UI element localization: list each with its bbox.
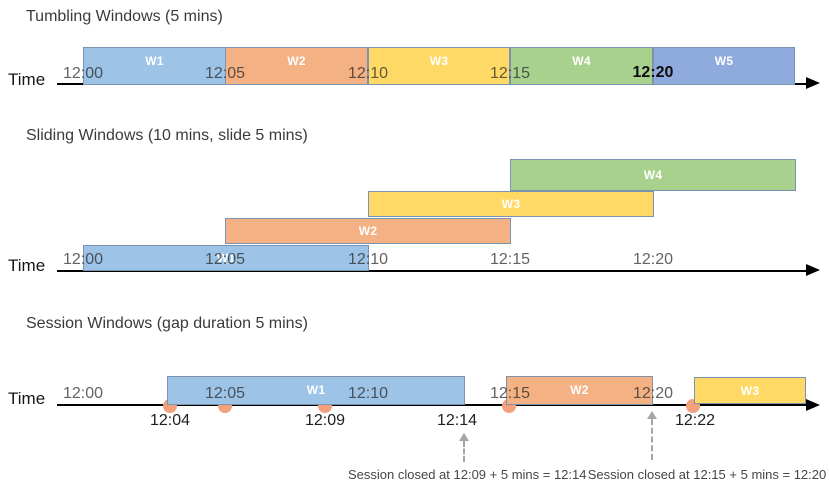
tumbling-window-w2: W2: [225, 47, 368, 85]
event-time-12-14: 12:14: [436, 412, 478, 429]
window-label: W5: [714, 54, 734, 68]
tick-12-00: 12:00: [62, 65, 104, 82]
tick-12-15: 12:15: [489, 251, 531, 268]
event-time-12-22: 12:22: [674, 412, 716, 429]
window-label: W4: [643, 168, 663, 182]
session-closed-note-2: Session closed at 12:15 + 5 mins = 12:20: [587, 467, 827, 482]
session-window-w1: W1: [167, 376, 465, 405]
window-label: W1: [306, 383, 326, 397]
dashed-arrow-line: [651, 419, 653, 460]
tick-12-05: 12:05: [204, 251, 246, 268]
time-axis-label: Time: [8, 389, 46, 408]
window-label: W3: [501, 197, 521, 211]
session-title: Session Windows (gap duration 5 mins): [26, 315, 308, 332]
time-axis-label: Time: [8, 256, 46, 275]
dashed-arrow-line: [463, 441, 465, 462]
sliding-window-w1: W1: [83, 245, 369, 271]
window-label: W1: [216, 251, 236, 265]
axis-arrowhead-icon: [806, 264, 820, 276]
axis-arrowhead-icon: [806, 399, 820, 411]
session-window-w3: W3: [694, 377, 806, 404]
time-axis: [57, 404, 809, 406]
window-label: W2: [570, 383, 589, 397]
window-label: W1: [145, 54, 164, 68]
tumbling-window-w4: W4: [510, 47, 653, 85]
time-axis: [57, 270, 809, 272]
window-label: W2: [287, 54, 306, 68]
window-label: W3: [740, 384, 760, 398]
tick-12-10: 12:10: [347, 65, 389, 82]
tumbling-title: Tumbling Windows (5 mins): [26, 8, 223, 25]
dashed-arrowhead-icon: [459, 433, 469, 441]
sliding-title: Sliding Windows (10 mins, slide 5 mins): [26, 127, 308, 144]
session-closed-note-1: Session closed at 12:09 + 5 mins = 12:14: [348, 467, 587, 482]
tick-12-15: 12:15: [489, 65, 531, 82]
tick-12-10: 12:10: [347, 251, 389, 268]
window-label: W2: [358, 224, 378, 238]
tick-12-20: 12:20: [632, 64, 674, 81]
window-label: W4: [572, 54, 591, 68]
tick-12-00: 12:00: [62, 385, 104, 402]
tick-12-10: 12:10: [347, 385, 389, 402]
session-window-w2: W2: [506, 376, 653, 405]
tick-12-20: 12:20: [632, 251, 674, 268]
window-label: W3: [429, 54, 449, 68]
tumbling-window-w3: W3: [368, 47, 510, 85]
event-time-12-04: 12:04: [149, 412, 191, 429]
tick-12-05: 12:05: [204, 385, 246, 402]
tick-12-15: 12:15: [489, 385, 531, 402]
sliding-window-w3: W3: [368, 191, 654, 217]
event-time-12-09: 12:09: [304, 412, 346, 429]
tumbling-window-w5: W5: [653, 47, 795, 85]
tick-12-20: 12:20: [632, 385, 674, 402]
tick-12-05: 12:05: [204, 65, 246, 82]
dashed-arrowhead-icon: [647, 411, 657, 419]
time-axis-label: Time: [8, 70, 46, 89]
sliding-window-w2: W2: [225, 218, 511, 244]
sliding-window-w4: W4: [510, 159, 796, 191]
tumbling-window-w1: W1: [83, 47, 226, 85]
axis-arrowhead-icon: [806, 77, 820, 89]
tick-12-00: 12:00: [62, 251, 104, 268]
